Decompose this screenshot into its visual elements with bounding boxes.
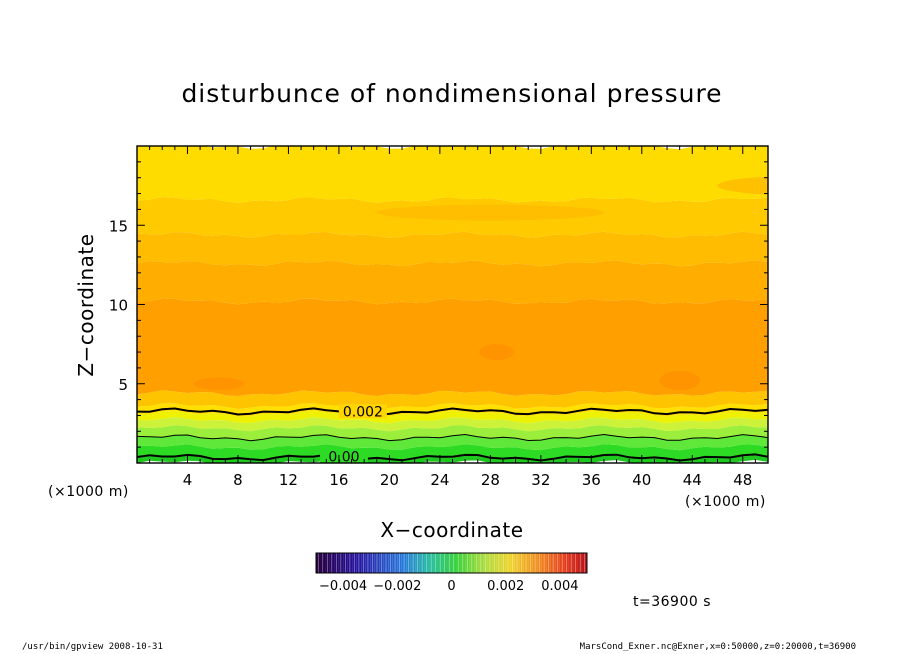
chart-title: disturbunce of nondimensional pressure bbox=[181, 79, 722, 108]
x-axis-label: X−coordinate bbox=[380, 518, 523, 542]
x-unit-right: (×1000 m) bbox=[685, 494, 766, 510]
colorbar-tick-label: −0.002 bbox=[373, 579, 421, 594]
heatmap-band bbox=[137, 231, 768, 267]
heatmap-band bbox=[137, 403, 768, 417]
x-tick-label: 32 bbox=[531, 471, 550, 489]
colorbar-tick-label: 0.004 bbox=[541, 579, 578, 594]
colorbar-tick-labels: −0.004 −0.002 0 0.002 0.004 bbox=[319, 579, 578, 594]
y-tick-label: 15 bbox=[109, 217, 128, 235]
colorbar bbox=[315, 552, 588, 574]
heatmap-feature bbox=[717, 176, 768, 195]
contour-line bbox=[137, 407, 768, 416]
colorbar-tick-label: 0 bbox=[447, 579, 455, 594]
x-tick-label: 12 bbox=[279, 471, 298, 489]
y-axis-label: Z−coordinate bbox=[74, 233, 98, 376]
x-axis-ticks: 4 8 12 16 20 24 28 32 36 40 44 48 bbox=[149, 146, 756, 489]
heatmap-feature bbox=[193, 377, 245, 391]
heatmap-band bbox=[137, 298, 768, 396]
x-unit-left: (×1000 m) bbox=[48, 484, 129, 500]
time-annotation: t=36900 s bbox=[633, 594, 711, 610]
heatmap-band bbox=[137, 410, 768, 424]
colorbar-tick-label: −0.004 bbox=[319, 579, 367, 594]
x-tick-label: 48 bbox=[733, 471, 752, 489]
heatmap-feature bbox=[376, 204, 604, 221]
y-tick-label: 5 bbox=[118, 376, 128, 394]
contour-label-bg bbox=[319, 449, 368, 463]
y-axis-ticks: 5 10 15 bbox=[109, 161, 768, 448]
footer-command: /usr/bin/gpview 2008-10-31 bbox=[22, 642, 163, 652]
x-tick-label: 44 bbox=[683, 471, 702, 489]
x-tick-label: 40 bbox=[632, 471, 651, 489]
heatmap-feature bbox=[659, 371, 700, 391]
contour-label: 0.002 bbox=[343, 404, 383, 420]
x-tick-label: 20 bbox=[380, 471, 399, 489]
contour-line bbox=[137, 433, 768, 442]
heatmap-bands bbox=[137, 146, 768, 463]
heatmap-band bbox=[137, 434, 768, 451]
contour-label-bg bbox=[338, 404, 387, 419]
x-tick-label: 36 bbox=[582, 471, 601, 489]
heatmap-band bbox=[137, 417, 768, 432]
contour-line bbox=[137, 453, 768, 462]
y-tick-label: 10 bbox=[109, 297, 128, 315]
x-tick-label: 8 bbox=[233, 471, 243, 489]
heatmap-band bbox=[137, 146, 768, 203]
colorbar-tick-label: 0.002 bbox=[487, 579, 524, 594]
x-tick-label: 4 bbox=[183, 471, 193, 489]
colorbar-frame bbox=[315, 552, 588, 574]
x-tick-label: 24 bbox=[430, 471, 449, 489]
heatmap-band bbox=[137, 260, 768, 305]
heatmap-feature bbox=[479, 344, 515, 360]
x-tick-label: 28 bbox=[481, 471, 500, 489]
heatmap-band bbox=[137, 444, 768, 462]
heatmap-features bbox=[193, 176, 768, 391]
x-tick-label: 16 bbox=[329, 471, 348, 489]
footer-source: MarsCond_Exner.nc@Exner,x=0:50000,z=0:20… bbox=[579, 642, 856, 652]
heatmap-band bbox=[137, 390, 768, 409]
